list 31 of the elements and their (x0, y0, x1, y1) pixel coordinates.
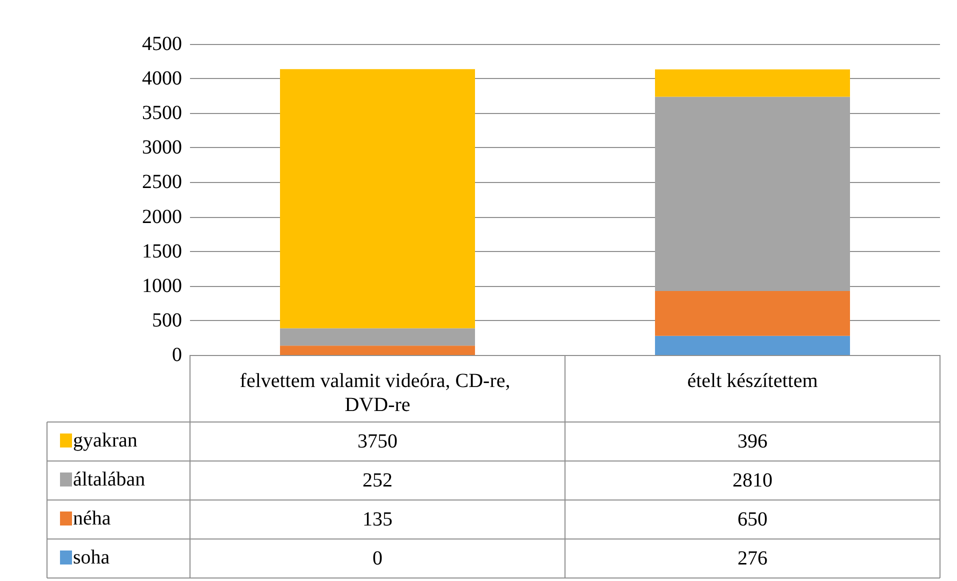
y-tick-label: 1000 (142, 274, 182, 297)
x-tick-label: felvettem valamit videóra, CD-re, DVD-re (240, 370, 516, 416)
y-tick-label: 2000 (142, 206, 182, 228)
data-label: 3750 (358, 430, 398, 452)
bar (655, 291, 850, 336)
bar (655, 336, 850, 355)
y-tick-label: 3500 (142, 102, 182, 124)
bar (280, 328, 475, 346)
data-label: 2810 (732, 470, 772, 492)
legend-label: általában (73, 468, 146, 490)
legend-label: néha (73, 508, 111, 530)
bar (655, 69, 850, 97)
y-tick-label: 0 (172, 344, 182, 366)
bar (280, 69, 475, 328)
bar (655, 96, 850, 292)
y-tick-label: 2500 (142, 171, 182, 194)
data-label: 650 (738, 508, 768, 530)
bar (280, 346, 475, 355)
legend-label: gyakran (73, 430, 138, 452)
y-tick-label: 1500 (142, 240, 182, 262)
data-label: 135 (362, 508, 392, 530)
y-tick-label: 4000 (142, 68, 182, 90)
data-label: 276 (738, 548, 768, 570)
x-tick-label: ételt készítettem (687, 370, 818, 392)
data-label: 252 (362, 470, 392, 492)
data-label: 396 (738, 430, 768, 452)
data-label: 0 (372, 548, 382, 570)
legend-label: soha (73, 546, 110, 568)
y-tick-label: 4500 (142, 33, 182, 55)
y-tick-label: 3000 (142, 136, 182, 159)
y-tick-label: 500 (152, 309, 182, 332)
